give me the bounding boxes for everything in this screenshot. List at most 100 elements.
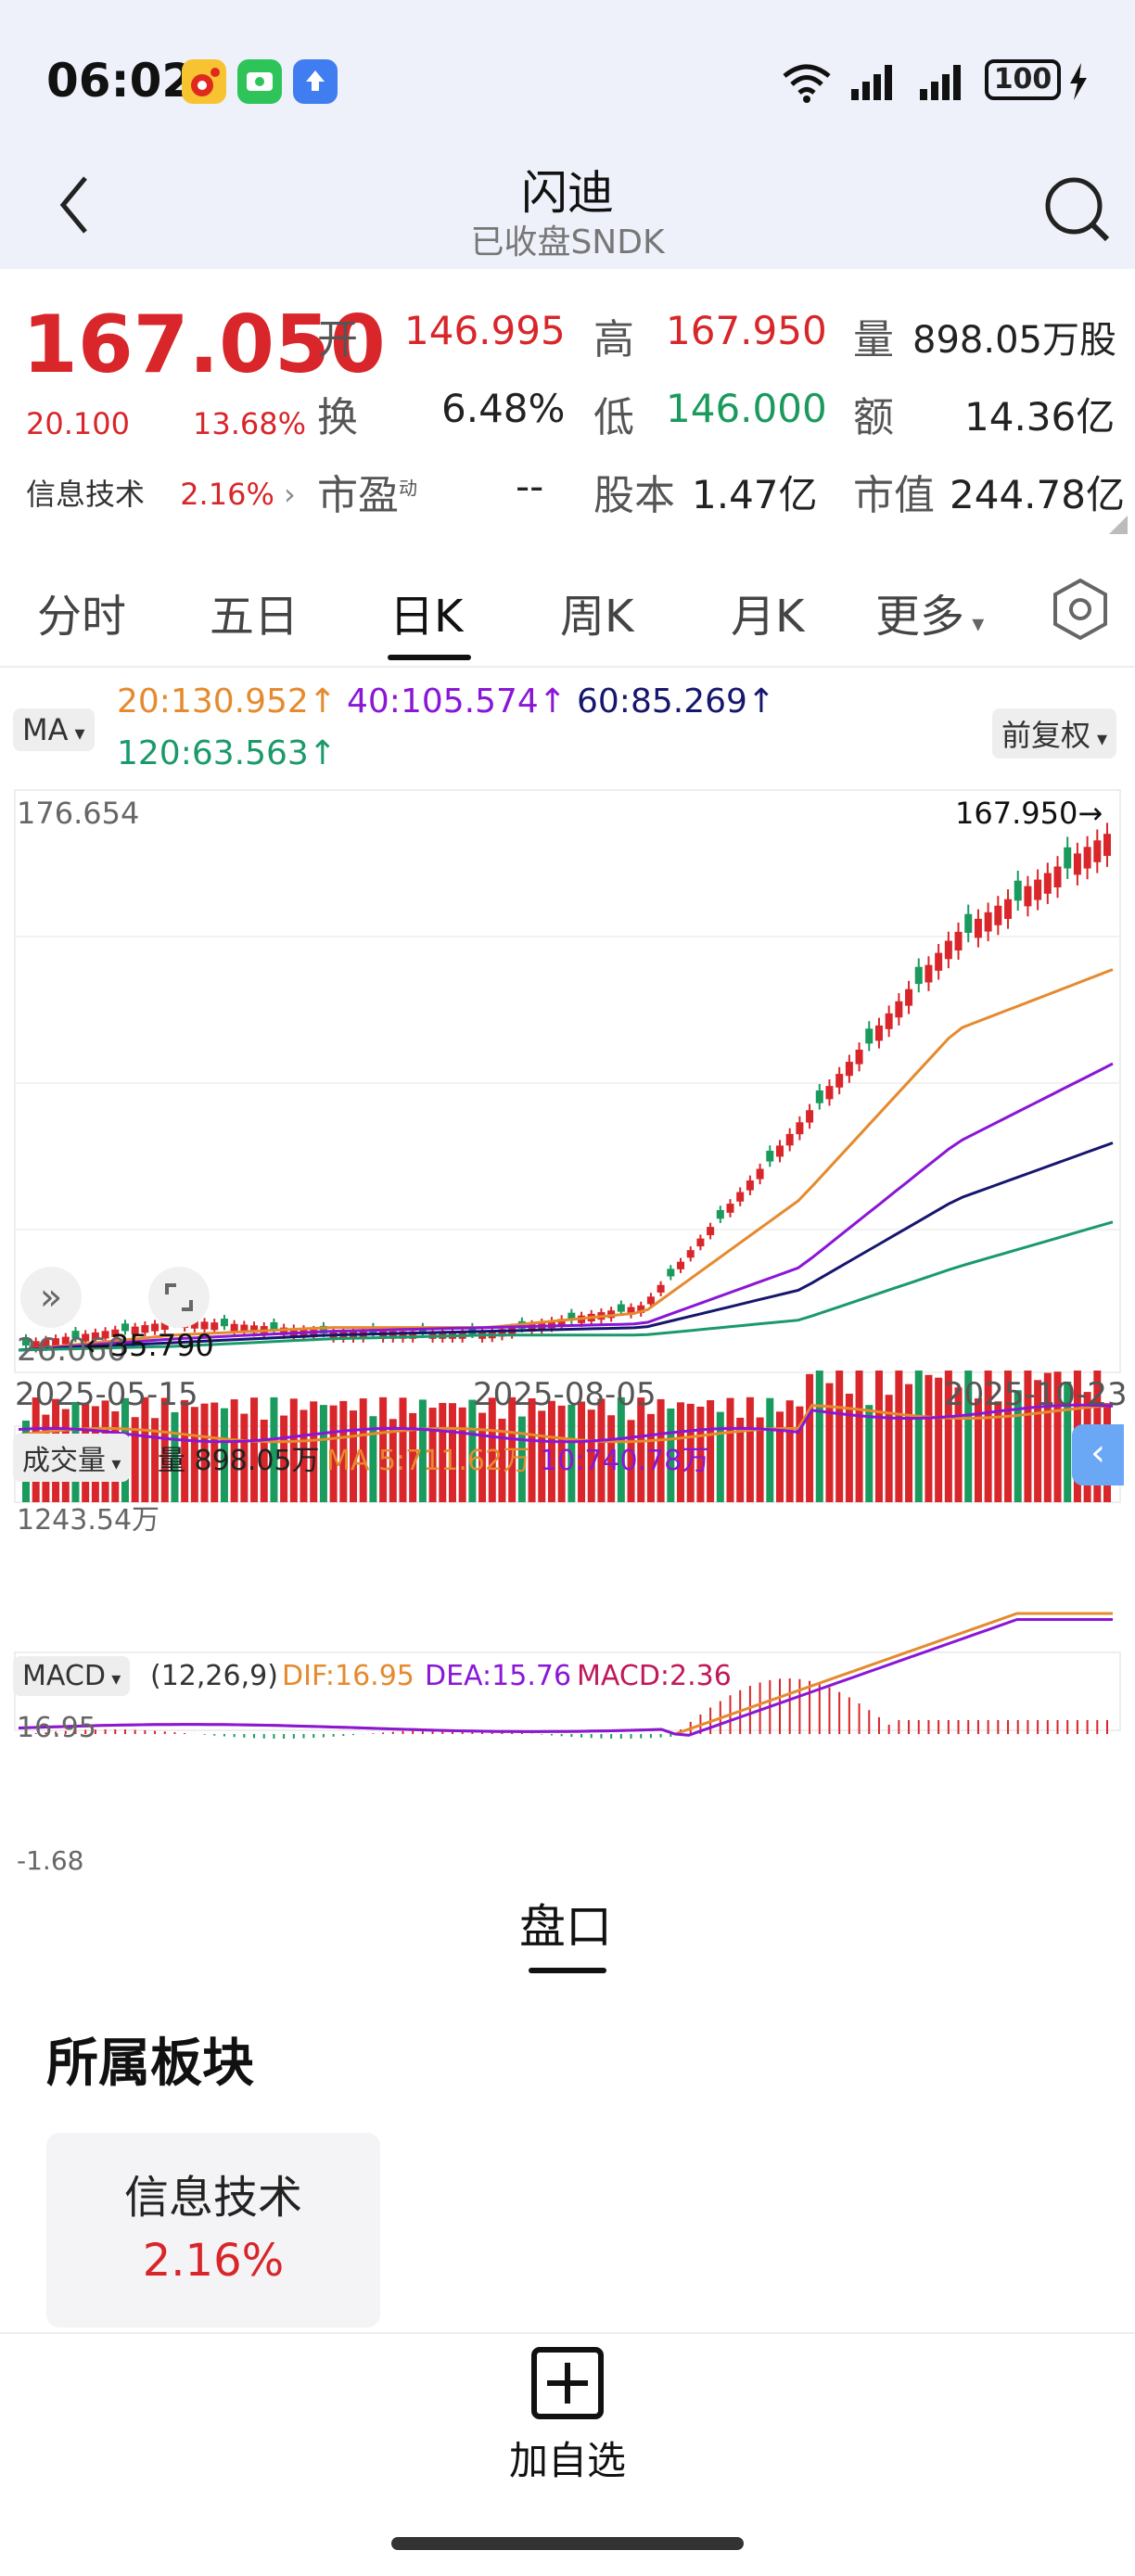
volume-bar bbox=[726, 1397, 734, 1502]
volume-bar bbox=[657, 1398, 665, 1502]
volume-bar bbox=[528, 1397, 536, 1502]
volume-bar bbox=[280, 1415, 288, 1502]
add-watchlist-icon[interactable] bbox=[529, 2344, 606, 2426]
settings-hexagon-icon[interactable] bbox=[1048, 577, 1113, 645]
pe-value: -- bbox=[516, 464, 544, 509]
candle-body bbox=[82, 1333, 90, 1342]
volume-bar bbox=[974, 1398, 982, 1502]
sector-section-title: 所属板块 bbox=[46, 2034, 254, 2094]
macd-series bbox=[18, 1612, 1113, 1739]
candle-body bbox=[627, 1307, 635, 1315]
volume-bar bbox=[171, 1411, 179, 1502]
expand-corner-icon[interactable] bbox=[1109, 516, 1128, 538]
sector-link[interactable]: 信息技术 2.16% › bbox=[26, 471, 296, 514]
tab-intraday[interactable]: 分时 bbox=[37, 591, 127, 643]
candle-body bbox=[1014, 880, 1022, 901]
tab-daily-k[interactable]: 日K bbox=[389, 591, 464, 643]
candle-body bbox=[736, 1192, 745, 1202]
ma120-legend: 120:63.563↑ bbox=[117, 734, 337, 772]
add-watchlist-label[interactable]: 加自选 bbox=[508, 2438, 626, 2483]
ma60-line bbox=[18, 1141, 1114, 1352]
candle-body bbox=[785, 1133, 794, 1146]
tab-more[interactable]: 更多 ▾ bbox=[875, 591, 985, 643]
volume-bar bbox=[488, 1397, 496, 1502]
macd-dif: DIF:16.95 bbox=[282, 1660, 414, 1692]
volume-bar bbox=[677, 1402, 685, 1502]
sector-card-name: 信息技术 bbox=[123, 2172, 302, 2224]
weibo-icon bbox=[182, 59, 226, 104]
volume-bar bbox=[160, 1397, 169, 1502]
macd-params: (12,26,9) bbox=[150, 1660, 278, 1692]
candle-body bbox=[716, 1209, 724, 1219]
nav-bar bbox=[0, 158, 1135, 269]
candle-body bbox=[42, 1339, 50, 1347]
candle-body bbox=[240, 1324, 249, 1333]
x-tick-1: 2025-05-15 bbox=[15, 1376, 198, 1413]
sector-card[interactable] bbox=[46, 2133, 380, 2327]
volume-bar bbox=[785, 1400, 794, 1502]
volume-bar bbox=[1053, 1371, 1062, 1502]
candle-body bbox=[746, 1180, 754, 1191]
candle-body bbox=[935, 952, 943, 971]
macd-selector[interactable]: MACD ▾ bbox=[13, 1656, 131, 1696]
volume-bar bbox=[696, 1406, 705, 1502]
ma40-line bbox=[18, 1062, 1114, 1352]
volume-bar bbox=[925, 1374, 933, 1502]
candle-body bbox=[1064, 847, 1072, 869]
candle-body bbox=[409, 1331, 417, 1339]
candle-body bbox=[319, 1325, 327, 1334]
volume-bar bbox=[478, 1412, 487, 1502]
candle-body bbox=[806, 1110, 814, 1123]
open-label: 开 bbox=[317, 316, 358, 363]
volume-bar bbox=[181, 1399, 189, 1502]
candle-body bbox=[707, 1227, 715, 1236]
tab-five-day[interactable]: 五日 bbox=[210, 591, 300, 643]
candle-body bbox=[925, 964, 933, 983]
volume-bar bbox=[350, 1410, 358, 1502]
candle-body bbox=[389, 1331, 397, 1339]
signal-icon bbox=[849, 61, 901, 106]
candle-body bbox=[280, 1327, 288, 1335]
candle-body bbox=[190, 1320, 198, 1329]
collapse-panel-icon[interactable]: ‹ bbox=[1072, 1424, 1124, 1486]
candle-body bbox=[726, 1204, 734, 1213]
candle-body bbox=[160, 1321, 169, 1331]
volume-bar bbox=[250, 1397, 259, 1502]
search-icon[interactable] bbox=[1039, 172, 1113, 250]
mcap-label: 市值 bbox=[853, 472, 935, 519]
volume-bar bbox=[289, 1398, 298, 1502]
tab-monthly-k[interactable]: 月K bbox=[731, 591, 805, 643]
volume-selector[interactable]: 成交量 ▾ bbox=[13, 1434, 131, 1482]
volume-bar bbox=[766, 1397, 774, 1502]
candle-body bbox=[667, 1269, 675, 1277]
collapse-left-icon[interactable]: » bbox=[20, 1267, 82, 1328]
volume-bar bbox=[587, 1409, 595, 1502]
candle-body bbox=[1053, 866, 1062, 887]
volume-bar bbox=[716, 1411, 724, 1502]
adjust-selector[interactable]: 前复权 ▾ bbox=[992, 708, 1117, 759]
panel-tab-indicator bbox=[529, 1968, 606, 1973]
volume-bar bbox=[825, 1383, 834, 1502]
candle-body bbox=[32, 1341, 40, 1349]
ma-selector[interactable]: MA ▾ bbox=[13, 708, 95, 751]
volume-bar bbox=[319, 1405, 327, 1502]
tab-weekly-k[interactable]: 周K bbox=[560, 591, 634, 643]
tab-active-indicator bbox=[388, 655, 471, 660]
volume-bar bbox=[498, 1418, 506, 1502]
volume-bar bbox=[339, 1400, 348, 1502]
volume-bar bbox=[428, 1408, 437, 1502]
video-app-icon bbox=[237, 59, 282, 104]
fullscreen-icon[interactable] bbox=[148, 1267, 210, 1328]
kline-frame bbox=[14, 789, 1121, 1373]
volume-bar bbox=[300, 1409, 308, 1502]
tab-order-book[interactable]: 盘口 bbox=[519, 1900, 612, 1954]
volume-bar bbox=[409, 1412, 417, 1502]
high-label: 高 bbox=[593, 316, 634, 363]
back-icon[interactable] bbox=[56, 172, 93, 241]
candle-body bbox=[498, 1329, 506, 1337]
candle-body bbox=[855, 1049, 863, 1065]
candle-body bbox=[766, 1151, 774, 1162]
volume-bar bbox=[806, 1373, 814, 1502]
candle-body bbox=[954, 931, 963, 950]
candle-body bbox=[200, 1321, 209, 1330]
